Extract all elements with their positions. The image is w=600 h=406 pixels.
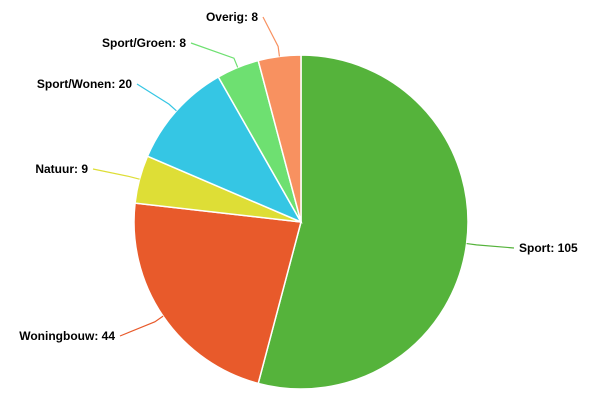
slices-layer (133, 54, 469, 390)
connector-natuur (92, 168, 140, 180)
connector-sport-groen (190, 42, 239, 68)
data-label-natuur: Natuur: 9 (35, 162, 88, 176)
labels-layer: Sport: 105 Woningbouw: 44 Natuur: 9 Sport/W… (19, 10, 578, 343)
data-label-sport-wonen: Sport/Wonen: 20 (37, 77, 132, 91)
pie-slice-overig[interactable] (257, 54, 302, 223)
pie-slice-sport[interactable] (257, 54, 469, 390)
data-label-sport-groen: Sport/Groen: 8 (102, 36, 186, 50)
data-label-sport: Sport: 105 (519, 241, 578, 255)
data-label-overig: Overig: 8 (206, 10, 258, 24)
connector-sport (466, 242, 515, 249)
pie-slice-sport-wonen[interactable] (146, 75, 303, 224)
pie-slice-woningbouw[interactable] (133, 202, 302, 385)
connector-sport-wonen (136, 83, 177, 112)
connector-overig (262, 16, 281, 57)
connector-woningbouw (119, 315, 164, 337)
connectors-layer (92, 16, 515, 337)
data-label-woningbouw: Woningbouw: 44 (19, 329, 115, 343)
